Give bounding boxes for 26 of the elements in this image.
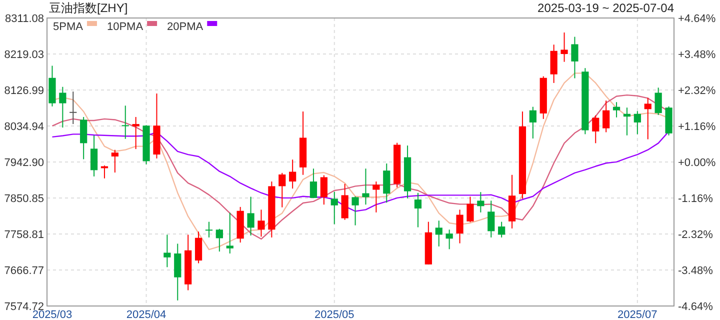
x-tick-label: 2025/04 (126, 309, 166, 320)
chart-subtitle: 2025-03-19 ~ 2025-07-04 (538, 1, 674, 15)
chart-title: 豆油指数[ZHY] (49, 1, 128, 15)
y-tick-label: 8219.03 (4, 49, 44, 61)
legend-label: 10PMA (106, 21, 144, 33)
y-tick-label: 8311.08 (5, 13, 44, 25)
y-tick-label: 7666.77 (4, 265, 44, 277)
y2-tick-label: +3.48% (678, 49, 716, 61)
y2-tick-label: -4.64% (678, 301, 714, 313)
y2-tick-label: -3.48% (678, 265, 714, 277)
y2-tick-label: +2.32% (678, 85, 716, 97)
y-tick-label: 7758.81 (4, 229, 44, 241)
y2-tick-label: +0.00% (678, 157, 716, 169)
y2-tick-label: +4.64% (678, 13, 716, 25)
legend-label: 5PMA (53, 21, 84, 33)
y-tick-label: 8126.99 (4, 85, 44, 97)
legend-label: 20PMA (167, 21, 204, 33)
x-tick-label: 2025/03 (32, 309, 72, 320)
y-tick-label: 7850.85 (4, 193, 44, 205)
x-tick-label: 2025/07 (618, 309, 658, 320)
y-tick-label: 8034.94 (4, 121, 44, 133)
x-tick-label: 2025/05 (314, 309, 354, 320)
y2-tick-label: -2.32% (678, 229, 714, 241)
y-tick-label: 7942.90 (4, 157, 44, 169)
y2-tick-label: -1.16% (678, 193, 714, 205)
y2-tick-label: +1.16% (678, 121, 716, 133)
